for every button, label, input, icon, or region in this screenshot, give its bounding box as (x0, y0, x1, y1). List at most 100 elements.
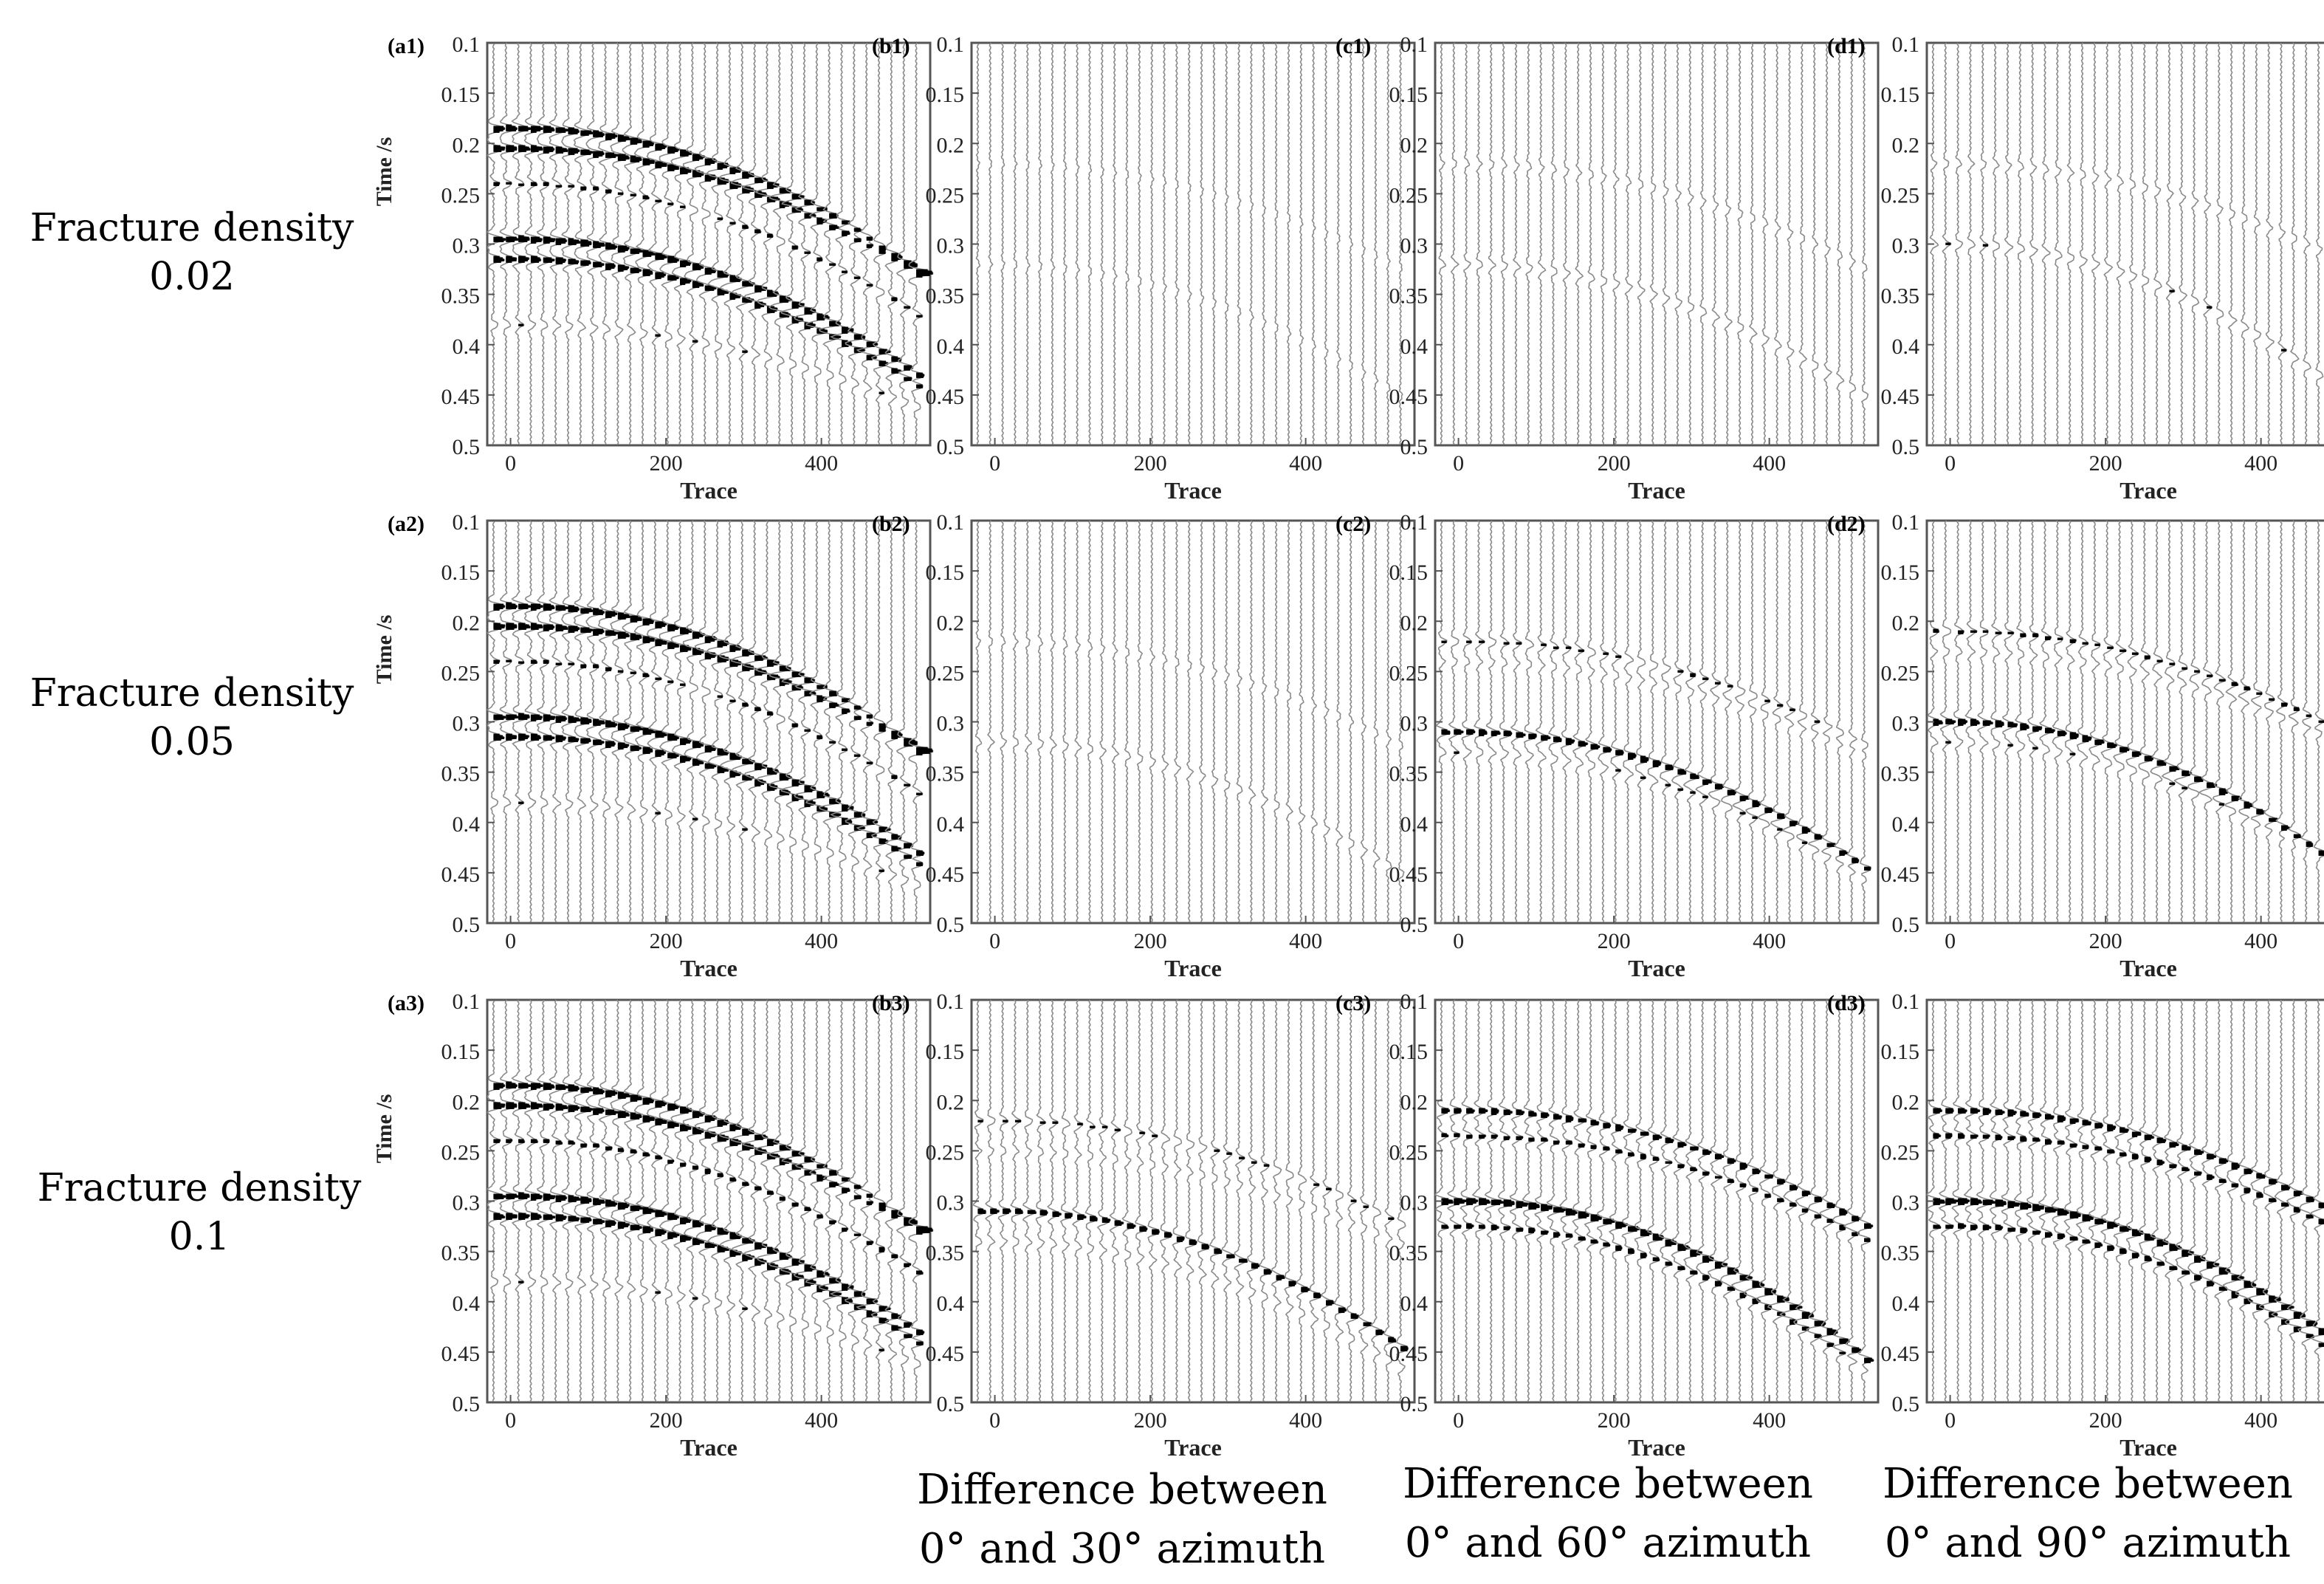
wiggle-fill (617, 154, 626, 157)
wiggle-fill (1640, 1156, 1646, 1159)
wiggle-fill (879, 248, 886, 251)
wiggle-trace (1596, 999, 1616, 1402)
wiggle-fill (1652, 1158, 1660, 1161)
wiggle-fill (742, 1182, 749, 1184)
wiggle-fill (1553, 1114, 1559, 1117)
wiggle-fill (518, 661, 524, 664)
wiggle-fill (630, 137, 639, 140)
wiggle-trace (1320, 999, 1336, 1402)
wiggle-fill (1790, 822, 1799, 825)
wiggle-trace (1624, 42, 1634, 445)
wiggle-fill (717, 766, 723, 769)
wiggle-fill (2306, 1323, 2317, 1326)
wiggle-fill (493, 257, 503, 260)
wiggle-fill (1565, 1235, 1573, 1238)
wiggle-fill (1090, 1216, 1096, 1218)
wiggle-fill (1553, 736, 1561, 739)
wiggle-fill (779, 1255, 792, 1258)
wiggle-fill (692, 633, 705, 636)
wiggle-fill (1226, 1255, 1235, 1258)
wiggle-fill (593, 154, 603, 157)
wiggle-fill (754, 1152, 763, 1155)
wiggle-fill (2069, 1143, 2077, 1146)
wiggle-fill (904, 377, 912, 380)
wiggle-fill (1945, 1109, 1954, 1112)
wiggle-fill (518, 183, 524, 186)
wiggle-fill (1528, 1114, 1537, 1117)
wiggle-fill (667, 735, 678, 738)
wiggle-fill (680, 205, 686, 208)
wiggle-fill (530, 717, 542, 720)
wiggle-fill (530, 736, 541, 739)
wiggle-fill (543, 714, 551, 717)
wiggle-trace (1295, 999, 1311, 1402)
wiggle-fill (2293, 835, 2301, 838)
wiggle-fill (1739, 1294, 1747, 1297)
x-tick-label: 200 (2089, 1408, 2122, 1433)
wiggle-fill (1970, 1111, 1978, 1114)
wiggle-fill (580, 741, 589, 744)
wiggle-fill (742, 1128, 751, 1131)
wiggle-fill (804, 1266, 816, 1269)
wiggle-fill (891, 846, 898, 848)
wiggle-fill (842, 1227, 848, 1230)
wiggle-fill (2218, 803, 2225, 806)
wiggle-fill (2156, 1239, 2166, 1242)
wiggle-fill (530, 182, 537, 185)
x-tick-label: 0 (1453, 451, 1464, 476)
wiggle-fill (630, 1097, 642, 1100)
wiggle-fill (1454, 1133, 1460, 1136)
wiggle-fill (617, 1115, 626, 1118)
wiggle-fill (1454, 1134, 1460, 1137)
wiggle-fill (506, 1105, 518, 1108)
wiggle-fill (1727, 1267, 1736, 1270)
wiggle-fill (779, 204, 790, 207)
wiggle-fill (766, 294, 777, 297)
wiggle-fill (580, 1145, 587, 1148)
wiggle-fill (617, 1094, 630, 1097)
wiggle-fill (804, 322, 814, 325)
wiggle-fill (829, 214, 839, 217)
wiggle-fill (1553, 739, 1562, 742)
wiggle-fill (717, 180, 729, 183)
wiggle-fill (1516, 642, 1522, 645)
wiggle-fill (1516, 1227, 1524, 1230)
wiggle-fill (2231, 682, 2238, 685)
wiggle-fill (1777, 813, 1784, 816)
y-tick-label: 0.4 (1400, 335, 1429, 359)
wiggle-fill (680, 151, 692, 154)
wiggle-fill (605, 1201, 615, 1204)
wiggle-fill (1945, 1224, 1954, 1227)
wiggle-fill (717, 270, 723, 273)
wiggle-fill (1933, 1136, 1939, 1139)
wiggle-fill (2156, 1140, 2165, 1143)
wiggle-fill (1077, 1122, 1083, 1125)
row-label-1: Fracture density 0.02 (0, 204, 384, 301)
wiggle-fill (1491, 1201, 1504, 1204)
wiggle-fill (829, 690, 836, 693)
wiggle-fill (692, 1112, 705, 1115)
wiggle-fill (1958, 1133, 1964, 1136)
wiggle-fill (717, 1137, 729, 1140)
wiggle-fill (655, 199, 662, 202)
wiggle-fill (493, 736, 505, 739)
x-tick-label: 400 (805, 1408, 838, 1433)
wiggle-fill (580, 1199, 592, 1202)
wiggle-fill (1665, 784, 1671, 786)
wiggle-fill (1338, 1310, 1345, 1313)
wiggle-fill (742, 300, 752, 303)
wiggle-trace (1335, 42, 1341, 445)
wiggle-fill (1541, 1208, 1549, 1211)
wiggle-fill (1565, 1115, 1572, 1118)
wiggle-fill (766, 711, 773, 714)
wiggle-fill (704, 747, 716, 750)
wiggle-fill (754, 193, 767, 196)
wiggle-fill (729, 279, 740, 282)
wiggle-fill (742, 1307, 748, 1310)
wiggle-trace (2013, 999, 2032, 1402)
wiggle-trace (1843, 999, 1863, 1402)
wiggle-fill (1652, 1136, 1662, 1139)
wiggle-fill (779, 1146, 791, 1149)
wiggle-fill (1864, 868, 1871, 871)
